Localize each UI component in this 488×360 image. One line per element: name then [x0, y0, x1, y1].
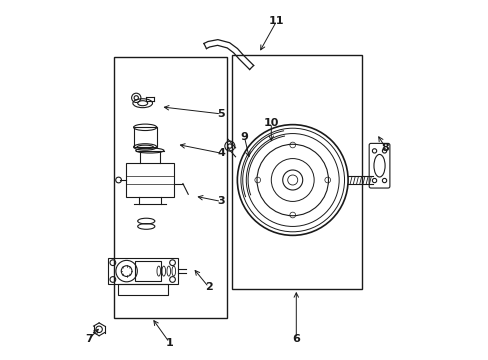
Text: 9: 9: [240, 132, 248, 142]
Bar: [114, 57, 226, 318]
Text: 7: 7: [85, 334, 93, 344]
Text: 5: 5: [217, 109, 224, 119]
Text: 4: 4: [217, 148, 225, 158]
Text: 3: 3: [217, 197, 224, 206]
Text: 2: 2: [204, 282, 212, 292]
Bar: [108, 258, 177, 284]
Text: 11: 11: [268, 16, 284, 26]
Bar: [134, 261, 161, 281]
Bar: [118, 284, 167, 295]
Bar: [231, 55, 362, 289]
Text: 10: 10: [263, 118, 279, 128]
Text: 8: 8: [381, 143, 388, 153]
Bar: [133, 127, 157, 147]
Text: 1: 1: [165, 338, 173, 347]
Bar: [125, 163, 174, 197]
Text: 6: 6: [292, 334, 300, 344]
